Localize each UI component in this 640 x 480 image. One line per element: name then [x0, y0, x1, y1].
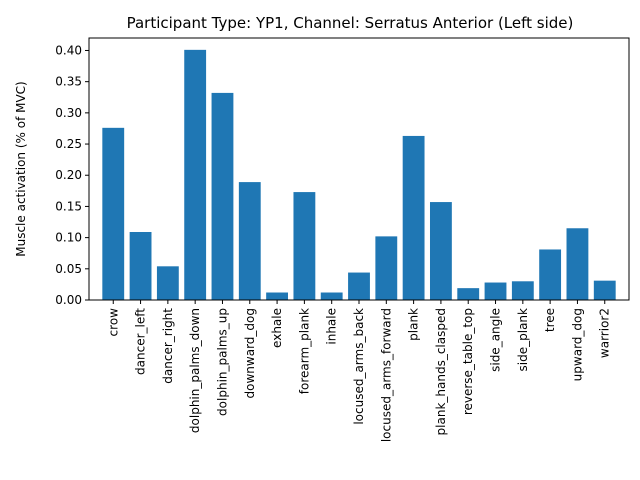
- x-tick-label: tree: [543, 308, 557, 332]
- y-tick-label: 0.30: [55, 106, 82, 120]
- chart-title: Participant Type: YP1, Channel: Serratus…: [127, 14, 574, 32]
- y-tick-label: 0.00: [55, 293, 82, 307]
- x-tick-label: downward_dog: [243, 308, 257, 398]
- bar-tree: [539, 249, 562, 300]
- bar-locused_arms_back: [348, 272, 370, 300]
- bar-warrior2: [593, 280, 616, 300]
- bar-dolphin_palms_down: [184, 49, 207, 300]
- bar-exhale: [266, 292, 288, 300]
- y-tick-label: 0.40: [55, 43, 82, 57]
- bar-upward_dog: [566, 228, 589, 300]
- x-tick-label: crow: [106, 308, 120, 337]
- bar-crow: [102, 127, 125, 300]
- y-axis-label: Muscle activation (% of MVC): [14, 81, 28, 257]
- bars-group: [102, 49, 616, 301]
- x-tick-label: exhale: [270, 308, 284, 348]
- y-axis: 0.00 0.05 0.10 0.15 0.20 0.25 0.30 0.35 0.40: [55, 43, 89, 307]
- x-tick-label: side_angle: [489, 308, 503, 372]
- bar-reverse_table_top: [457, 288, 480, 300]
- x-tick-label: upward_dog: [570, 308, 584, 381]
- y-tick-label: 0.10: [55, 231, 82, 245]
- x-tick-label: forearm_plank: [297, 308, 311, 394]
- plot-frame: [88, 37, 630, 301]
- bar-inhale: [320, 292, 343, 300]
- x-tick-label: locused_arms_forward: [379, 308, 393, 442]
- bar-forearm_plank: [293, 192, 316, 300]
- x-tick-label: plank: [407, 308, 421, 341]
- bar-side_plank: [511, 281, 534, 300]
- x-tick-label: dancer_right: [161, 308, 175, 384]
- bar-dancer_left: [129, 232, 152, 300]
- bar-plank_hands_clasped: [429, 202, 452, 300]
- bar-dolphin_palms_up: [211, 92, 234, 301]
- x-tick-label: dolphin_palms_down: [188, 308, 202, 433]
- x-tick-label: dancer_left: [134, 308, 148, 375]
- x-tick-label: inhale: [325, 308, 339, 345]
- bar-downward_dog: [238, 182, 261, 300]
- x-axis: crow dancer_left dancer_right dolphin_palms…: [106, 300, 612, 442]
- x-tick-label: locused_arms_back: [352, 308, 366, 425]
- x-tick-label: warrior2: [598, 308, 612, 358]
- bar-locused_arms_forward: [375, 236, 398, 300]
- y-tick-label: 0.20: [55, 168, 82, 182]
- bar-side_angle: [484, 282, 507, 300]
- y-tick-label: 0.15: [55, 199, 82, 213]
- x-tick-label: plank_hands_clasped: [434, 308, 448, 435]
- x-tick-label: dolphin_palms_up: [215, 308, 229, 416]
- y-tick-label: 0.05: [55, 262, 82, 276]
- bar-dancer_right: [156, 266, 179, 300]
- y-tick-label: 0.35: [55, 75, 82, 89]
- x-tick-label: reverse_table_top: [461, 308, 475, 415]
- x-tick-label: side_plank: [516, 308, 530, 371]
- bar-plank: [402, 135, 425, 300]
- y-tick-label: 0.25: [55, 137, 82, 151]
